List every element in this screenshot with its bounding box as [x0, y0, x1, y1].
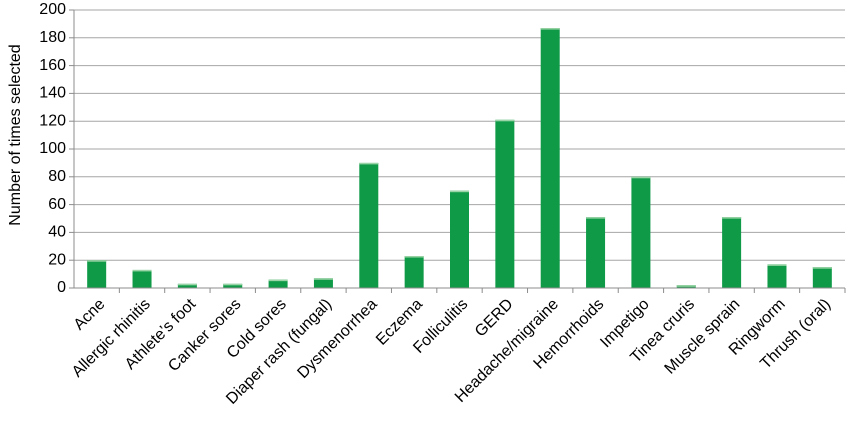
- bar-top-highlight: [177, 283, 197, 286]
- bar: [631, 176, 651, 288]
- category-label: Allergic rhinitis: [69, 296, 154, 381]
- bar: [495, 119, 515, 288]
- bar-top-highlight: [495, 119, 515, 122]
- bar-top-highlight: [268, 279, 288, 282]
- y-tick-label: 0: [57, 279, 66, 296]
- y-axis-title: Number of times selected: [7, 44, 24, 225]
- bar-top-highlight: [313, 278, 333, 280]
- bar-top-highlight: [812, 267, 832, 269]
- bar-top-highlight: [631, 176, 651, 179]
- bar-top-highlight: [359, 162, 379, 165]
- bar: [722, 217, 742, 288]
- bar-top-highlight: [767, 264, 787, 266]
- y-tick-label: 80: [48, 168, 66, 185]
- bar: [132, 269, 152, 288]
- y-tick-label: 100: [39, 140, 66, 157]
- y-tick-label: 180: [39, 29, 66, 46]
- bar-top-highlight: [540, 28, 560, 30]
- bar-top-highlight: [586, 217, 606, 219]
- y-tick-label: 60: [48, 196, 66, 213]
- category-label: GERD: [472, 296, 517, 341]
- y-tick-label: 200: [39, 1, 66, 18]
- y-tick-label: 140: [39, 85, 66, 102]
- bar-top-highlight: [722, 217, 742, 219]
- bar-top-highlight: [676, 285, 696, 287]
- bar: [404, 256, 424, 288]
- bar-top-highlight: [132, 269, 152, 272]
- bar: [313, 278, 333, 288]
- bar: [359, 162, 379, 288]
- bar: [812, 267, 832, 288]
- bar: [87, 260, 107, 288]
- bar-top-highlight: [404, 256, 424, 258]
- bar-top-highlight: [450, 190, 469, 193]
- bar: [540, 28, 560, 288]
- y-tick-label: 20: [48, 251, 66, 268]
- y-tick-label: 160: [39, 57, 66, 74]
- bar: [586, 217, 606, 288]
- y-tick-label: 120: [39, 112, 66, 129]
- axes: [73, 10, 846, 293]
- bar: [450, 190, 469, 288]
- category-label: Acne: [71, 296, 109, 334]
- bar-top-highlight: [87, 260, 107, 262]
- bar: [268, 279, 288, 288]
- bar: [767, 264, 787, 288]
- y-tick-labels: 0 20 40 60 80 100 120 140 160 180 200: [39, 1, 66, 296]
- category-label: Dysmenorrhea: [294, 296, 380, 382]
- bar: [177, 283, 197, 288]
- y-tick-label: 40: [48, 224, 66, 241]
- bar-top-highlight: [223, 283, 243, 286]
- bars: [87, 28, 832, 288]
- bar: [223, 283, 243, 288]
